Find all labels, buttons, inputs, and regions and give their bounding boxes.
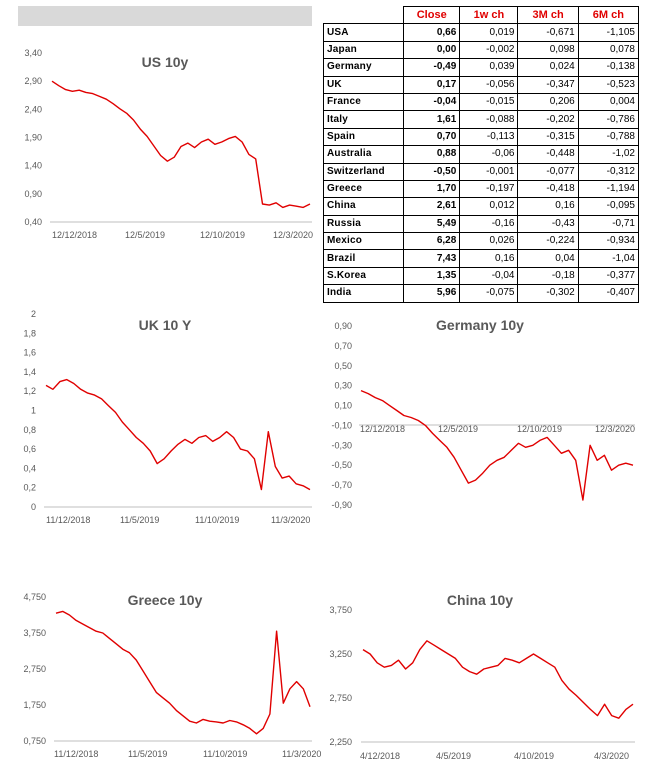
y-tick-label: 0,40: [24, 217, 42, 227]
y-tick-label: 1: [31, 406, 36, 416]
x-tick-label: 4/5/2019: [436, 751, 471, 761]
x-tick-label: 4/12/2018: [360, 751, 400, 761]
us-chart: US 10y 3,40 2,90 2,40 1,90 1,40 0,90 0,40 12/12/…: [24, 48, 313, 240]
y-tick-label: 2: [31, 309, 36, 319]
bond-yield-table: Close 1w ch 3M ch 6M ch USA 0,66 0,019 -0,6…: [322, 5, 640, 303]
y-tick-label: 0,6: [23, 444, 36, 454]
series-line: [362, 640, 634, 719]
x-tick-label: 4/10/2019: [514, 751, 554, 761]
table-row: Australia 0,88 -0,06 -0,448 -1,02: [322, 145, 640, 164]
y-tick-label: 0,30: [334, 381, 352, 391]
table-row: India 5,96 -0,075 -0,302 -0,407: [322, 284, 640, 303]
x-tick-label: 11/10/2019: [195, 515, 239, 525]
x-tick-label: 11/3/2020: [282, 749, 321, 759]
table-row: UK 0,17 -0,056 -0,347 -0,523: [322, 75, 640, 94]
y-tick-label: 1,750: [23, 700, 46, 710]
y-tick-label: 2,90: [24, 76, 42, 86]
x-tick-label: 11/5/2019: [120, 515, 159, 525]
y-tick-label: 1,40: [24, 161, 42, 171]
y-tick-label: -0,70: [331, 480, 352, 490]
table-row: Mexico 6,28 0,026 -0,224 -0,934: [322, 232, 640, 251]
value-cell: -0,407: [577, 284, 640, 303]
x-tick-label: 4/3/2020: [594, 751, 629, 761]
chart-title: UK 10 Y: [139, 317, 192, 333]
country-cell: India: [322, 284, 405, 303]
y-tick-label: 0,4: [23, 463, 36, 473]
y-tick-label: -0,90: [331, 500, 352, 510]
y-tick-label: 0,8: [23, 425, 36, 435]
y-tick-label: 2,250: [329, 737, 352, 747]
header-bar: [18, 6, 312, 26]
greece-chart: Greece 10y 4,750 3,750 2,750 1,750 0,750 11/12…: [23, 592, 321, 759]
chart-title: Greece 10y: [128, 592, 203, 608]
y-tick-label: 4,750: [23, 592, 46, 602]
x-tick-label: 11/12/2018: [46, 515, 90, 525]
y-tick-label: -0,30: [331, 440, 352, 450]
y-tick-label: 2,40: [24, 104, 42, 114]
x-tick-label: 12/3/2020: [273, 230, 313, 240]
y-tick-label: 0: [31, 502, 36, 512]
table-row: USA 0,66 0,019 -0,671 -1,105: [322, 23, 640, 42]
y-tick-label: 0,90: [334, 321, 352, 331]
germany-chart: Germany 10y 0,90 0,70 0,50 0,30 0,10 -0,10 -0,3…: [331, 317, 635, 510]
x-tick-label: 12/12/2018: [360, 424, 405, 434]
y-tick-label: 3,750: [23, 628, 46, 638]
table-row: Greece 1,70 -0,197 -0,418 -1,194: [322, 179, 640, 199]
y-tick-label: 1,8: [23, 328, 36, 338]
y-tick-label: 2,750: [23, 664, 46, 674]
y-tick-label: 3,250: [329, 649, 352, 659]
chart-title: Germany 10y: [436, 317, 524, 333]
x-tick-label: 12/10/2019: [200, 230, 245, 240]
y-tick-label: 0,2: [23, 483, 36, 493]
x-tick-label: 11/10/2019: [203, 749, 247, 759]
y-tick-label: 1,6: [23, 348, 36, 358]
series-line: [51, 80, 311, 209]
y-tick-label: 3,750: [329, 605, 352, 615]
x-tick-label: 11/12/2018: [54, 749, 98, 759]
y-tick-label: 0,10: [334, 401, 352, 411]
y-tick-label: 0,50: [334, 361, 352, 371]
x-tick-label: 12/10/2019: [517, 424, 562, 434]
chart-title: China 10y: [447, 592, 513, 608]
x-tick-label: 12/5/2019: [125, 230, 165, 240]
y-tick-label: -0,50: [331, 460, 352, 470]
table-row: S.Korea 1,35 -0,04 -0,18 -0,377: [322, 266, 640, 286]
y-tick-label: 0,70: [334, 341, 352, 351]
x-tick-label: 12/12/2018: [52, 230, 97, 240]
series-line: [360, 389, 634, 501]
series-line: [45, 378, 311, 491]
uk-chart: UK 10 Y 2 1,8 1,6 1,4 1,2 1 0,8 0,6 0,4 0,2 0 11/12/…: [23, 309, 312, 525]
series-line: [55, 610, 311, 735]
table-header-row: Close 1w ch 3M ch 6M ch: [323, 5, 640, 25]
y-tick-label: -0,10: [331, 420, 352, 430]
x-tick-label: 12/5/2019: [438, 424, 478, 434]
y-tick-label: 1,90: [24, 133, 42, 143]
table-row: Brazil 7,43 0,16 0,04 -1,04: [322, 249, 640, 268]
y-tick-label: 2,750: [329, 693, 352, 703]
y-tick-label: 3,40: [24, 48, 42, 58]
x-tick-label: 11/3/2020: [271, 515, 310, 525]
table-row: Italy 1,61 -0,088 -0,202 -0,786: [322, 110, 640, 129]
x-tick-label: 11/5/2019: [128, 749, 167, 759]
y-tick-label: 1,4: [23, 367, 36, 377]
y-tick-label: 0,750: [23, 736, 46, 746]
table-row: China 2,61 0,012 0,16 -0,095: [322, 197, 640, 216]
table-row: Germany -0,49 0,039 0,024 -0,138: [322, 58, 640, 77]
chart-title: US 10y: [142, 54, 189, 70]
x-tick-label: 12/3/2020: [595, 424, 635, 434]
y-tick-label: 1,2: [23, 386, 36, 396]
y-tick-label: 0,90: [24, 189, 42, 199]
china-chart: China 10y 3,750 3,250 2,750 2,250 4/12/2018 4/…: [329, 592, 635, 761]
